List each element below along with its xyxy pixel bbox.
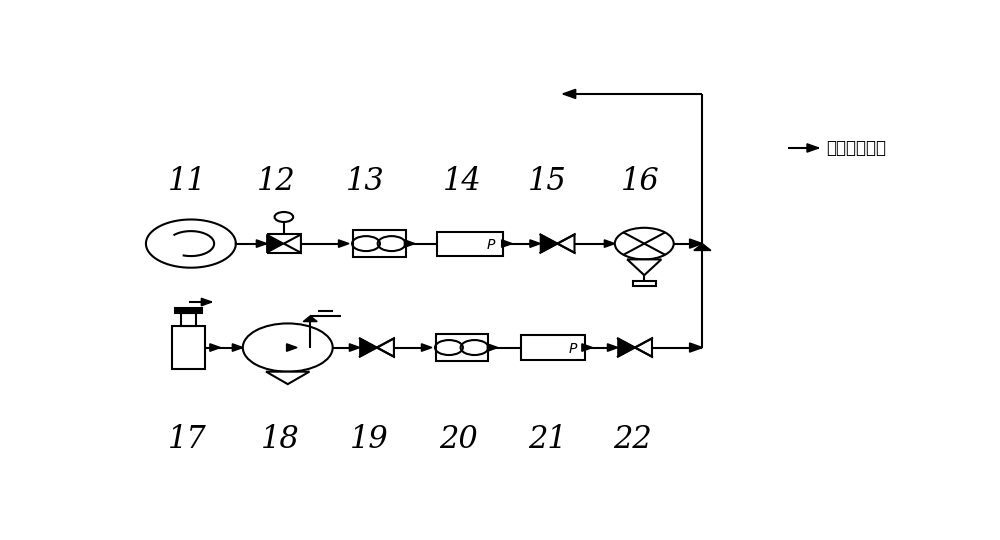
FancyBboxPatch shape xyxy=(175,308,202,313)
Text: 16: 16 xyxy=(621,166,660,197)
Text: 15: 15 xyxy=(528,166,567,197)
Text: P: P xyxy=(569,342,577,356)
Text: 13: 13 xyxy=(346,166,385,197)
Polygon shape xyxy=(404,240,415,247)
Polygon shape xyxy=(339,240,349,247)
Polygon shape xyxy=(267,234,284,253)
Polygon shape xyxy=(349,344,360,352)
Polygon shape xyxy=(540,234,557,253)
FancyBboxPatch shape xyxy=(521,335,585,360)
Text: 20: 20 xyxy=(439,423,478,455)
FancyBboxPatch shape xyxy=(437,232,503,255)
Polygon shape xyxy=(582,344,592,352)
Polygon shape xyxy=(287,344,297,352)
Polygon shape xyxy=(563,89,576,98)
Text: 17: 17 xyxy=(168,423,206,455)
Text: 11: 11 xyxy=(168,166,206,197)
Polygon shape xyxy=(360,339,377,357)
FancyBboxPatch shape xyxy=(436,334,488,361)
Polygon shape xyxy=(530,240,540,247)
Polygon shape xyxy=(607,344,618,352)
Text: 流体通道入口: 流体通道入口 xyxy=(826,139,886,157)
Polygon shape xyxy=(256,240,267,247)
Polygon shape xyxy=(266,372,309,384)
Polygon shape xyxy=(807,144,819,152)
Polygon shape xyxy=(502,240,512,247)
Polygon shape xyxy=(210,344,220,352)
Text: 19: 19 xyxy=(350,423,388,455)
Text: 18: 18 xyxy=(261,423,299,455)
Polygon shape xyxy=(201,298,212,306)
Text: 22: 22 xyxy=(613,423,652,455)
FancyBboxPatch shape xyxy=(633,281,656,286)
Polygon shape xyxy=(232,344,243,352)
FancyBboxPatch shape xyxy=(353,230,406,257)
Polygon shape xyxy=(284,234,301,253)
Text: 12: 12 xyxy=(257,166,296,197)
Polygon shape xyxy=(635,339,652,357)
Polygon shape xyxy=(618,339,635,357)
Text: 21: 21 xyxy=(528,423,567,455)
Polygon shape xyxy=(421,344,432,352)
FancyBboxPatch shape xyxy=(181,313,196,326)
Polygon shape xyxy=(557,234,574,253)
Polygon shape xyxy=(303,316,317,321)
Text: P: P xyxy=(487,238,495,252)
Polygon shape xyxy=(377,339,394,357)
Polygon shape xyxy=(690,239,702,248)
Text: 14: 14 xyxy=(443,166,482,197)
Polygon shape xyxy=(627,259,661,275)
Polygon shape xyxy=(690,343,702,352)
FancyBboxPatch shape xyxy=(172,326,205,369)
Polygon shape xyxy=(694,244,711,251)
Polygon shape xyxy=(487,344,498,352)
Polygon shape xyxy=(604,240,615,247)
